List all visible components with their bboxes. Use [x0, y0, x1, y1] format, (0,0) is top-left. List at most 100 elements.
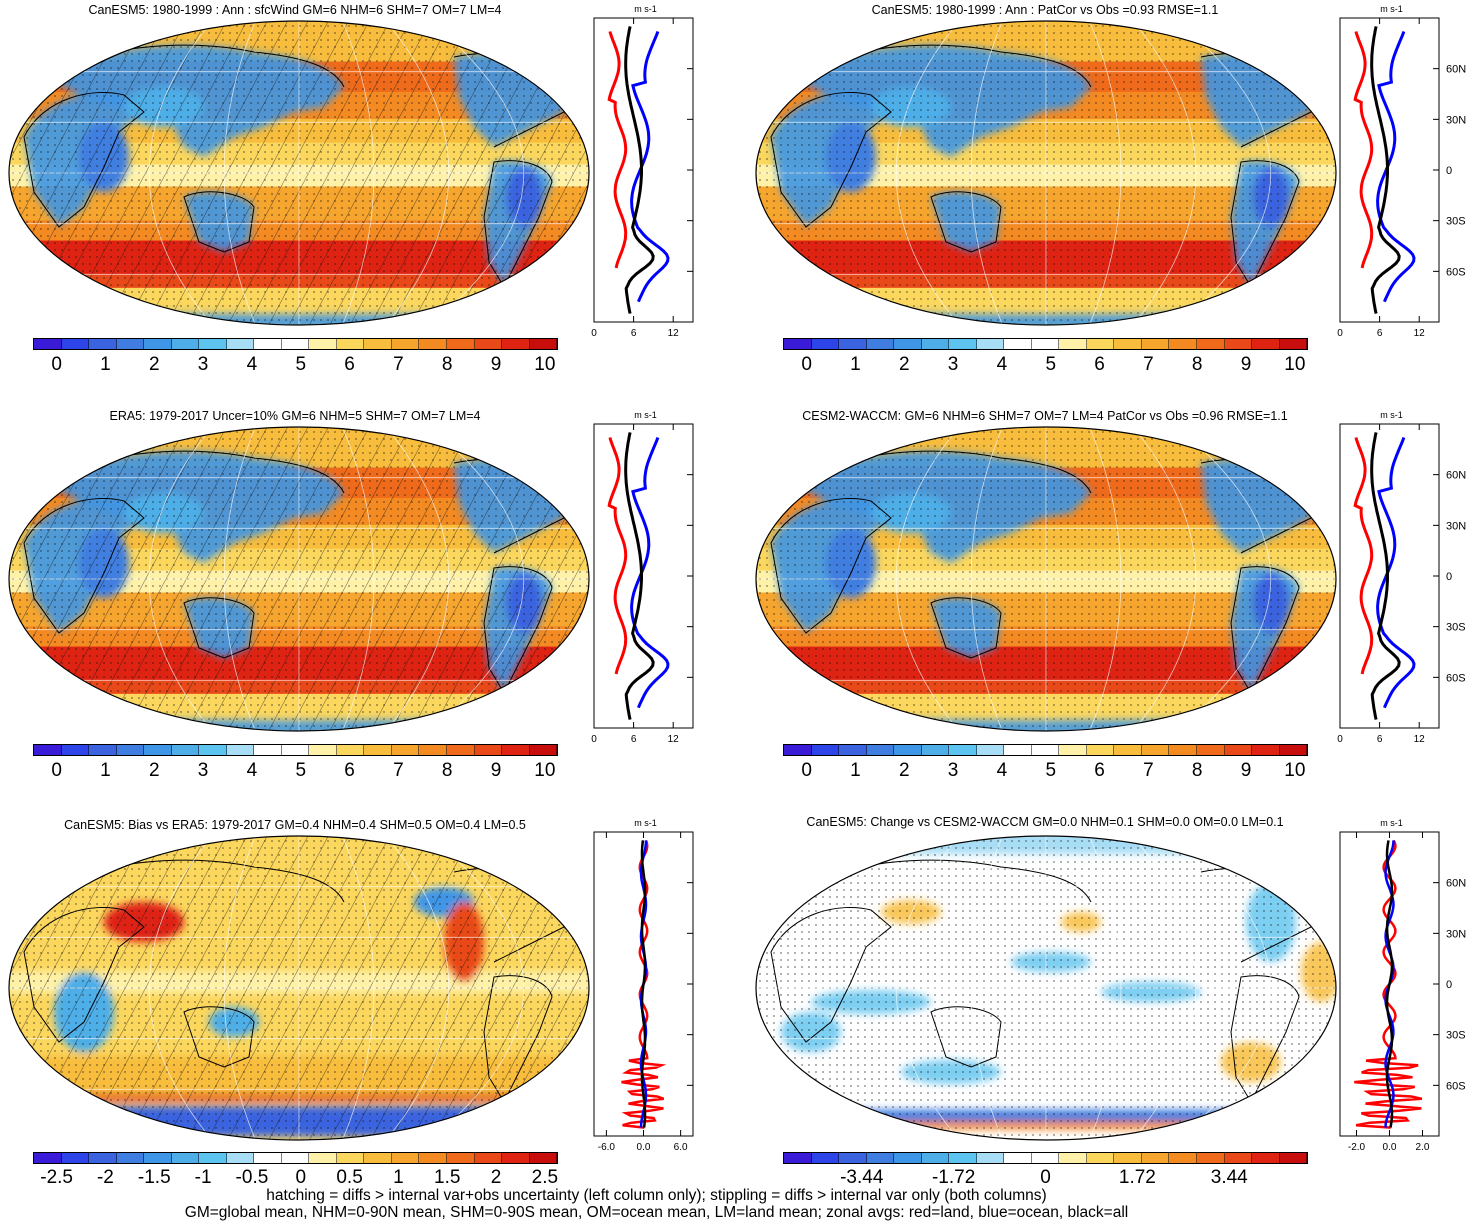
colorbar-label: 9 [1240, 760, 1252, 781]
colorbar-swatch [34, 339, 62, 349]
colorbar-label: 4 [246, 354, 258, 375]
colorbar-swatch [502, 745, 530, 755]
colorbar-swatch [171, 1153, 200, 1163]
colorbar-swatch [839, 1153, 867, 1163]
colorbar-swatch [391, 745, 420, 755]
panel-title: CanESM5: Change vs CESM2-WACCM GM=0.0 NH… [806, 815, 1284, 829]
colorbar-swatch [309, 1153, 337, 1163]
colorbar-swatch [474, 745, 503, 755]
colorbar-swatch [144, 745, 172, 755]
colorbar-label: 0 [51, 760, 62, 781]
colorbar-label: 1 [100, 760, 111, 781]
colorbar-swatch [1141, 1153, 1170, 1163]
colorbar-label: 8 [1191, 760, 1203, 781]
colorbar-swatch [1169, 745, 1197, 755]
colorbar [33, 1152, 558, 1164]
colorbar-swatch [811, 339, 840, 349]
colorbar-label: 3.44 [1210, 1167, 1248, 1188]
x-tick-label: 12 [668, 734, 680, 745]
colorbar-label: 0 [295, 1167, 307, 1188]
colorbar-label: 0 [801, 760, 812, 781]
zonal-curve [607, 437, 628, 675]
lat-tick-label: 30S [1446, 1030, 1466, 1042]
colorbar-swatch [364, 339, 392, 349]
colorbar-swatch [446, 745, 475, 755]
colorbar-swatch [1224, 745, 1253, 755]
colorbar-label: 5 [295, 354, 307, 375]
colorbar-label: 9 [490, 354, 502, 375]
colorbar-label: 10 [534, 760, 556, 781]
lat-tick-label: 30N [1446, 114, 1466, 126]
colorbar-swatch [446, 1153, 475, 1163]
colorbar-label: 1 [850, 760, 861, 781]
colorbar-swatch [1114, 1153, 1142, 1163]
colorbar-label: 9 [1240, 354, 1252, 375]
colorbar-label: 2 [148, 354, 160, 375]
lat-tick-label: 60S [1446, 1080, 1466, 1092]
colorbar-label: 2 [490, 1167, 502, 1188]
zonal-curve [624, 432, 655, 720]
colorbar-swatch [391, 1153, 420, 1163]
lat-tick-label: 0 [1446, 571, 1452, 583]
colorbar [783, 338, 1308, 350]
colorbar-swatch [336, 1153, 365, 1163]
colorbar-label: 7 [1143, 354, 1154, 375]
colorbar-swatch [866, 745, 895, 755]
x-tick-label: 0.0 [1383, 1142, 1397, 1153]
colorbar-swatch [1224, 339, 1253, 349]
colorbar-label: 6 [1094, 760, 1105, 781]
colorbar-swatch [34, 1153, 62, 1163]
colorbar-swatch [811, 745, 840, 755]
colorbar-labels: 0 1 2 3 4 5 6 7 8 9 10 [783, 760, 1308, 784]
colorbar-swatch [1279, 1153, 1308, 1163]
lat-tick-label: 0 [1446, 979, 1452, 991]
colorbar-label: 10 [1284, 354, 1306, 375]
colorbar-swatch [419, 339, 447, 349]
colorbar-label: 10 [1284, 760, 1306, 781]
colorbar-label: 6 [344, 354, 355, 375]
colorbar-swatch [976, 1153, 1005, 1163]
colorbar-swatch [894, 745, 922, 755]
colorbar-swatch [254, 745, 282, 755]
colorbar-swatch [529, 745, 558, 755]
colorbar-swatch [894, 1153, 922, 1163]
robinson-map [8, 835, 590, 1141]
colorbar-swatch [364, 1153, 392, 1163]
colorbar-swatch [89, 1153, 117, 1163]
colorbar-swatch [502, 339, 530, 349]
colorbar-swatch [784, 339, 812, 349]
colorbar-label: -2 [96, 1167, 114, 1188]
robinson-map [755, 426, 1337, 732]
colorbar-swatch [1252, 1153, 1280, 1163]
panel-title: ERA5: 1979-2017 Uncer=10% GM=6 NHM=5 SHM… [109, 409, 481, 423]
colorbar-swatch [1252, 745, 1280, 755]
colorbar-swatch [1279, 339, 1308, 349]
unit-label: m s-1 [634, 818, 657, 828]
zonal-curve [1353, 437, 1374, 675]
colorbar-swatch [1004, 1153, 1032, 1163]
footnote-line-2: GM=global mean, NHM=0-90N mean, SHM=0-90… [184, 1204, 1129, 1221]
colorbar-label: 8 [441, 760, 453, 781]
lat-tick-label: 60S [1446, 266, 1466, 278]
zonal-mean-plot: m s-1 0 6 12 60N 30N 0 30S 60S [1337, 410, 1466, 745]
colorbar-label: 3 [947, 760, 959, 781]
colorbar-label: 2.5 [531, 1167, 559, 1188]
colorbar-swatch [529, 1153, 558, 1163]
colorbar-swatch [89, 745, 117, 755]
colorbar-label: -0.5 [235, 1167, 269, 1188]
colorbar-swatch [949, 745, 977, 755]
colorbar-label: 7 [393, 354, 404, 375]
colorbar-labels: 0 1 2 3 4 5 6 7 8 9 10 [33, 760, 558, 784]
colorbar-swatch [1141, 745, 1170, 755]
colorbar-swatch [921, 339, 950, 349]
unit-label: m s-1 [634, 4, 657, 14]
colorbar [33, 338, 558, 350]
colorbar-swatch [1196, 1153, 1225, 1163]
colorbar-swatch [1031, 745, 1060, 755]
colorbar-swatch [199, 1153, 227, 1163]
colorbar-swatch [894, 339, 922, 349]
colorbar-swatch [502, 1153, 530, 1163]
colorbar-labels: 0 1 2 3 4 5 6 7 8 9 10 [783, 354, 1308, 378]
colorbar-swatch [144, 339, 172, 349]
